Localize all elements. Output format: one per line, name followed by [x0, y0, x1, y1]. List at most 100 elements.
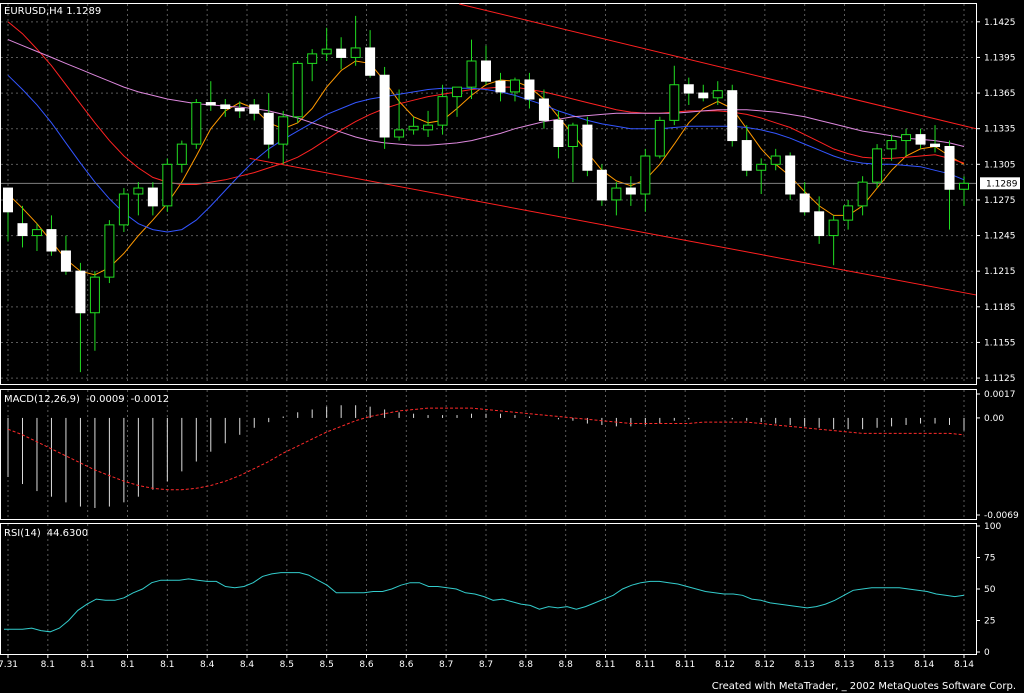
time-tick-label: 8.7 [479, 660, 493, 670]
candle-body [843, 205, 854, 221]
rsi-tick-label: 50 [984, 585, 996, 595]
time-tick-label: 8.6 [399, 660, 414, 670]
rsi-tick-label: 75 [984, 554, 995, 564]
candle-body [828, 219, 839, 237]
price-tick-label: 1.1305 [984, 160, 1016, 170]
candle-body [683, 84, 694, 94]
candle-body [944, 146, 955, 190]
macd-axis: 0.0017 0.00 -0.0069 [976, 390, 1019, 521]
time-tick-label: 8.1 [160, 660, 174, 670]
candle-body [394, 129, 405, 138]
candle-body [741, 140, 752, 171]
time-tick-label: 8.6 [359, 660, 374, 670]
candle-body [118, 193, 129, 226]
candle-body [278, 116, 289, 145]
time-tick-label: 8.14 [914, 660, 934, 670]
candle-body [104, 224, 115, 278]
time-tick-label: 8.13 [834, 660, 854, 670]
rsi-tick-label: 25 [984, 617, 995, 627]
current-price-tag: 1.1289 [980, 177, 1020, 190]
macd-tick-label: 0.0017 [984, 390, 1016, 400]
candle-body [234, 108, 245, 112]
candle-body [307, 53, 318, 64]
candle-body [596, 169, 607, 201]
trend-line [459, 3, 977, 130]
trend-lines [249, 3, 977, 296]
candle-body [365, 47, 376, 76]
candle-body [466, 60, 477, 88]
candle-body [959, 182, 969, 190]
price-tick-label: 1.1395 [984, 53, 1016, 63]
rsi-tick-label: 100 [984, 522, 1001, 532]
candle-body [698, 92, 709, 99]
candle-body [669, 84, 680, 121]
candle-body [814, 211, 825, 237]
candle-body [901, 134, 912, 142]
candle-body [263, 112, 274, 145]
candle-body [147, 187, 158, 207]
candle-body [553, 119, 564, 147]
rsi-line [4, 572, 965, 633]
candle-body [799, 193, 810, 213]
candle-body [437, 96, 448, 126]
candle-body [654, 119, 665, 157]
candle-body [785, 155, 796, 195]
price-axis: 1.1425 1.1395 1.1365 1.1335 1.1305 1.1275 1.12… [976, 18, 1016, 384]
candle-body [321, 48, 332, 55]
candle-body [930, 143, 941, 147]
candle-body [46, 229, 57, 252]
candle-body [220, 104, 231, 109]
candle-body [481, 60, 491, 82]
candle-body [423, 124, 434, 131]
macd-tick-label: -0.0069 [984, 511, 1019, 521]
candle-body [60, 250, 71, 272]
macd-signal-line [7, 407, 965, 491]
moving-average-line [7, 39, 965, 147]
time-tick-label: 7.31 [0, 660, 18, 670]
candle-body [770, 155, 781, 165]
price-tick-label: 1.1125 [984, 374, 1016, 384]
price-tick-label: 1.1365 [984, 89, 1016, 99]
candle-body [176, 143, 187, 165]
moving-average-line [7, 74, 965, 233]
candlesticks [3, 15, 969, 373]
time-tick-label: 8.8 [559, 660, 574, 670]
candle-body [17, 223, 28, 237]
candle-body [3, 187, 13, 213]
candle-body [872, 148, 883, 183]
rsi-panel [0, 523, 977, 655]
time-tick-label: 8.1 [120, 660, 134, 670]
candle-body [133, 187, 144, 195]
candle-body [379, 74, 390, 138]
time-axis: 7.31 8.1 8.1 8.1 8.1 8.4 8.4 8.5 8.5 8.6 8.6 8.7 8.7… [0, 654, 974, 670]
price-tick-label: 1.1155 [984, 338, 1016, 348]
time-tick-label: 8.11 [675, 660, 695, 670]
time-tick-label: 8.11 [595, 660, 615, 670]
rsi-axis: 100 75 50 25 0 [976, 522, 1001, 658]
time-tick-label: 8.1 [81, 660, 95, 670]
macd-tick-label: 0.00 [984, 414, 1004, 424]
footer-credit: Created with MetaTrader, _ 2002 MetaQuot… [712, 681, 1016, 692]
price-tick-label: 1.1215 [984, 267, 1016, 277]
price-tick-label: 1.1185 [984, 303, 1016, 313]
candle-body [625, 187, 636, 195]
time-tick-label: 8.7 [439, 660, 453, 670]
candle-body [191, 102, 202, 145]
price-tick-label: 1.1275 [984, 196, 1016, 206]
candle-body [509, 79, 520, 93]
candle-body [452, 86, 463, 98]
candle-body [915, 134, 926, 145]
macd-histogram [7, 405, 965, 508]
candle-body [857, 181, 868, 207]
candle-body [336, 48, 347, 58]
candle-body [205, 102, 216, 106]
time-tick-label: 8.4 [200, 660, 215, 670]
chart-title: EURUSD,H4 1.1289 [4, 6, 101, 17]
time-tick-label: 8.14 [954, 660, 974, 670]
candle-body [89, 276, 100, 314]
candle-body [756, 163, 767, 171]
candle-body [75, 270, 86, 314]
rsi-label: RSI(14) 44.6300 [4, 528, 88, 539]
candle-body [524, 79, 535, 100]
